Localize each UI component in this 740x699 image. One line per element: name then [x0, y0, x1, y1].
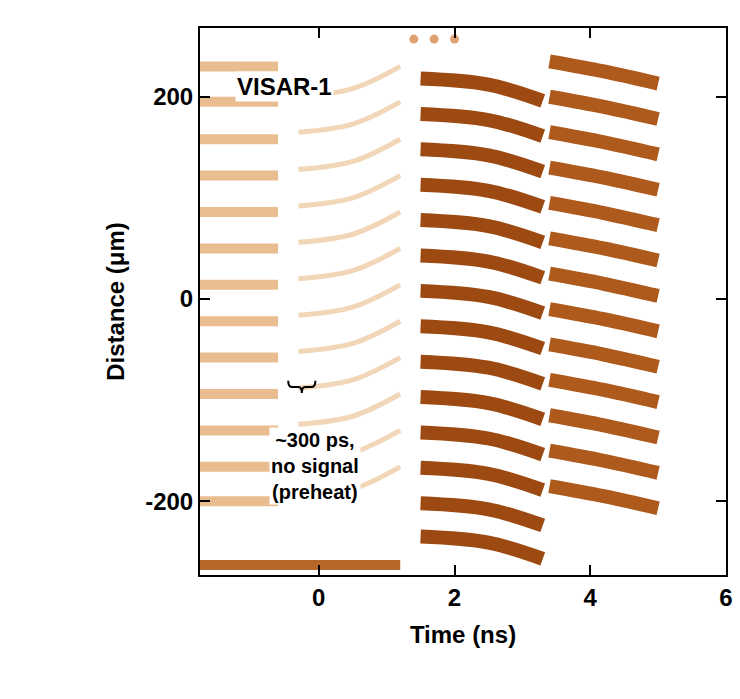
svg-text:200: 200: [153, 83, 193, 110]
svg-text:4: 4: [584, 584, 598, 611]
svg-text:0: 0: [180, 285, 193, 312]
svg-text:-200: -200: [145, 488, 193, 515]
svg-text:2: 2: [448, 584, 461, 611]
svg-text:~300 ps,no signal(preheat): ~300 ps,no signal(preheat): [271, 429, 359, 503]
svg-text:Time (ns): Time (ns): [410, 621, 516, 648]
svg-text:Distance (μm): Distance (μm): [102, 222, 129, 381]
svg-text:VISAR-1: VISAR-1: [237, 73, 332, 100]
svg-text:6: 6: [719, 584, 732, 611]
svg-text:0: 0: [312, 584, 325, 611]
